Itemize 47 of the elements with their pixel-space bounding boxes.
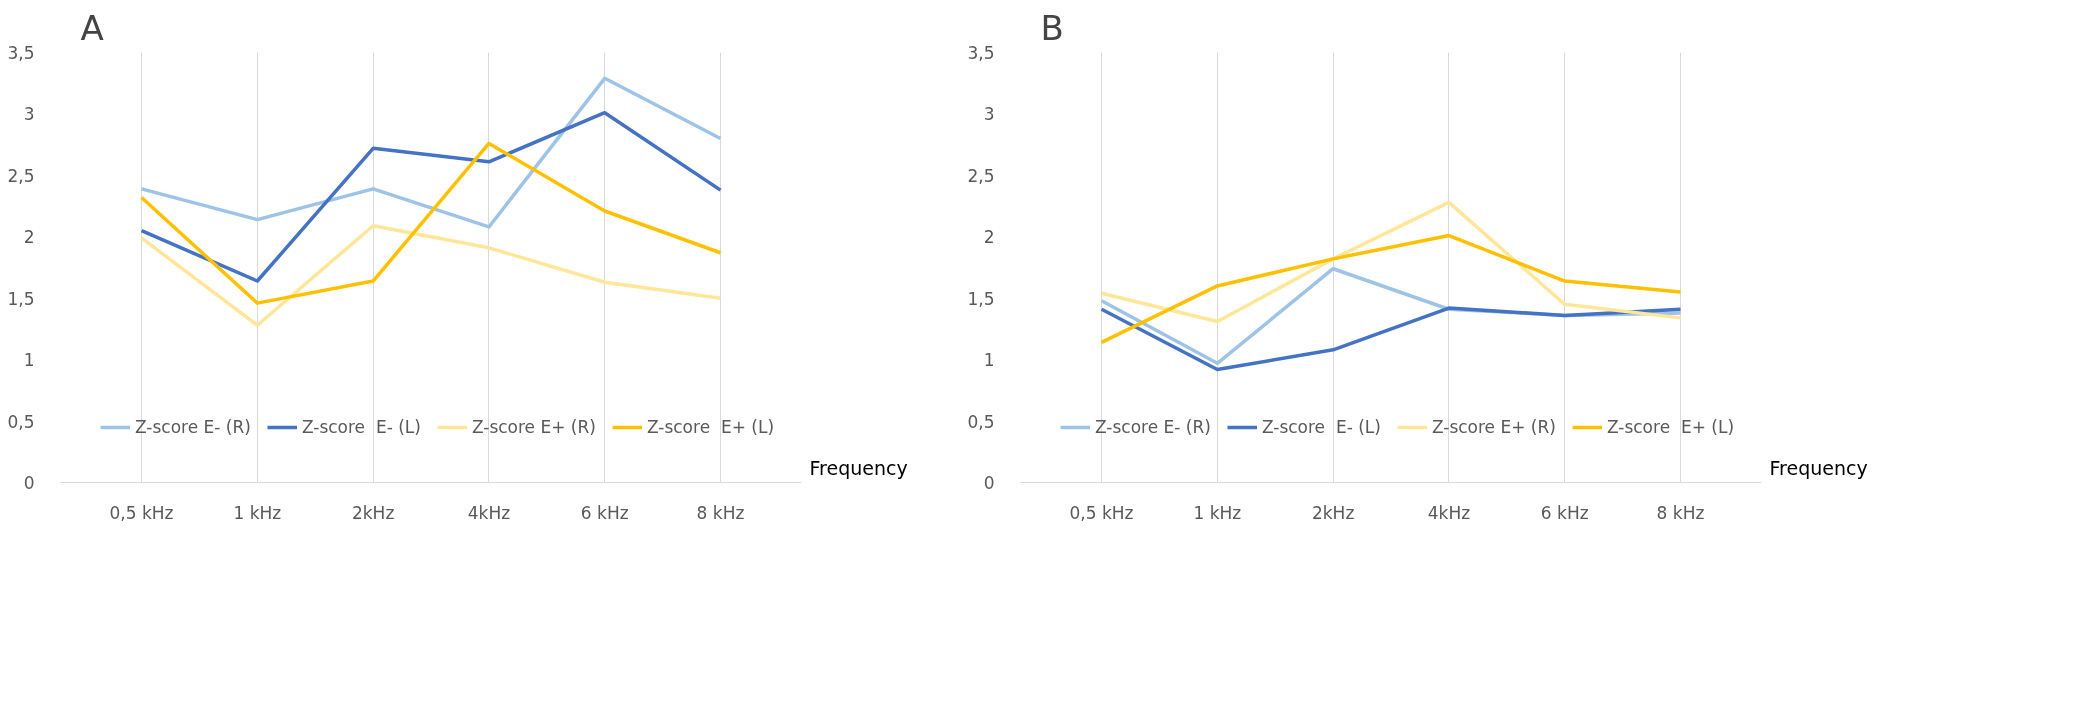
- legend-label: Z-score E+ (L): [1606, 417, 1735, 437]
- line-series: [139, 110, 723, 283]
- x-tick-label: 8 kHz: [1656, 502, 1705, 523]
- legend-label: Z-score E- (L): [301, 417, 421, 437]
- legend-label: Z-score E- (R): [135, 417, 251, 437]
- x-tick-label: 8 kHz: [696, 502, 745, 523]
- x-axis-title: Frequency: [809, 456, 908, 479]
- y-tick-label: 0: [23, 473, 35, 493]
- y-tick-label: 3: [23, 104, 35, 125]
- line-series: [1099, 200, 1683, 324]
- x-tick-label: 6 kHz: [580, 502, 629, 523]
- chart-title: A: [80, 7, 104, 48]
- x-tick-label: 2kHz: [1311, 502, 1355, 523]
- x-tick-label: 1 kHz: [233, 502, 282, 523]
- y-tick-label: 0,5: [7, 411, 35, 432]
- line-series: [1099, 233, 1683, 345]
- x-tick-label: 2kHz: [351, 502, 395, 523]
- x-tick-label: 6 kHz: [1540, 502, 1589, 523]
- x-tick-label: 4kHz: [467, 502, 511, 523]
- y-tick-label: 1: [983, 350, 995, 371]
- y-tick-label: 1,5: [967, 288, 995, 309]
- legend-label: Z-score E- (R): [1095, 417, 1211, 437]
- line-series: [1099, 306, 1683, 372]
- y-tick-label: 0,5: [967, 411, 995, 432]
- x-tick-label: 1 kHz: [1193, 502, 1242, 523]
- x-tick-label: 0,5 kHz: [109, 502, 174, 523]
- line-series: [139, 223, 723, 327]
- x-axis-title: Frequency: [1769, 456, 1868, 479]
- y-tick-label: 0: [983, 473, 995, 493]
- legend-label: Z-score E+ (L): [646, 417, 775, 437]
- legend-label: Z-score E+ (R): [1431, 417, 1556, 437]
- line-series: [139, 141, 723, 305]
- y-tick-label: 2: [983, 227, 995, 248]
- y-tick-label: 3,5: [7, 43, 35, 63]
- y-tick-label: 1,5: [7, 288, 35, 309]
- legend-label: Z-score E- (L): [1261, 417, 1381, 437]
- y-tick-label: 2: [23, 227, 35, 248]
- legend-label: Z-score E+ (R): [471, 417, 596, 437]
- chart-title: B: [1040, 7, 1064, 48]
- y-tick-label: 2,5: [7, 165, 35, 186]
- y-tick-label: 3,5: [967, 43, 995, 63]
- y-tick-label: 3: [983, 104, 995, 125]
- y-tick-label: 2,5: [967, 165, 995, 186]
- x-tick-label: 0,5 kHz: [1069, 502, 1134, 523]
- x-tick-label: 4kHz: [1427, 502, 1471, 523]
- y-tick-label: 1: [23, 350, 35, 371]
- line-series: [139, 76, 723, 229]
